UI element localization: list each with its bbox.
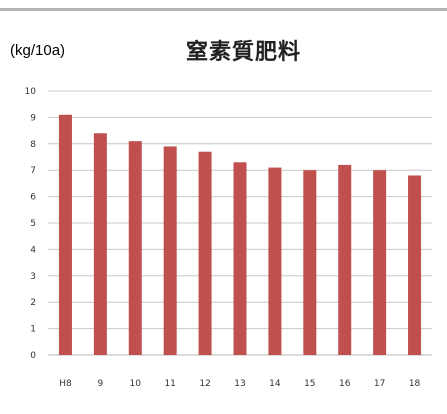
x-tick-label: 9 [97, 379, 103, 389]
y-tick-label: 6 [30, 193, 36, 203]
y-tick-label: 1 [30, 325, 36, 335]
bar [233, 162, 247, 355]
x-tick-label: 14 [269, 379, 281, 389]
y-tick-labels: 0 1 2 3 4 5 6 7 8 9 10 [25, 87, 37, 361]
x-tick-label: 15 [304, 379, 315, 389]
y-tick-label: 3 [30, 272, 36, 282]
x-tick-label: 12 [199, 379, 210, 389]
x-tick-label: 17 [374, 379, 385, 389]
bar [93, 133, 107, 355]
x-tick-label: 18 [409, 379, 421, 389]
y-tick-label: 2 [30, 298, 36, 308]
y-tick-label: 0 [30, 351, 36, 361]
top-divider [0, 8, 447, 11]
y-tick-label: 9 [30, 113, 36, 123]
bar [338, 164, 352, 355]
chart-title: 窒素質肥料 [185, 40, 301, 65]
y-tick-label: 7 [30, 166, 36, 176]
y-tick-label: 10 [25, 87, 37, 97]
y-tick-label: 8 [30, 140, 36, 150]
y-axis-unit-label: (kg/10a) [10, 42, 66, 59]
y-tick-label: 5 [30, 219, 36, 229]
bar [303, 170, 317, 355]
bars [58, 114, 422, 355]
x-tick-label: 10 [130, 379, 142, 389]
bar [373, 170, 387, 355]
x-tick-label: 16 [339, 379, 351, 389]
x-tick-labels: H8 9 10 11 12 13 14 15 16 17 18 [59, 379, 420, 389]
bar [163, 146, 177, 355]
x-tick-label: 11 [164, 379, 175, 389]
y-tick-label: 4 [30, 245, 36, 255]
bar [268, 167, 282, 355]
x-tick-label: H8 [59, 379, 72, 389]
bar [408, 175, 422, 355]
x-tick-label: 13 [234, 379, 245, 389]
bar [58, 114, 72, 355]
bar [128, 141, 142, 355]
bar [198, 151, 212, 355]
